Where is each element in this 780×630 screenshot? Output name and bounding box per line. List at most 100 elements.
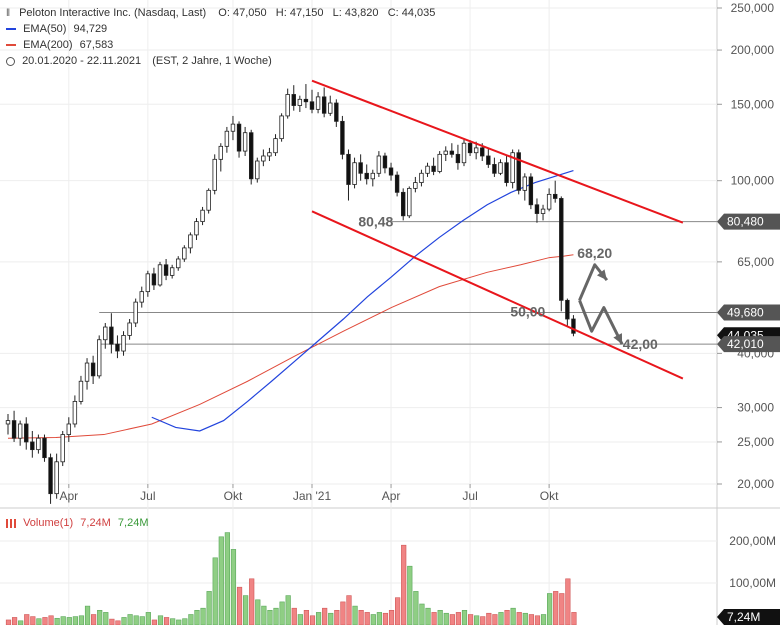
candle-body xyxy=(334,102,339,122)
volume-bar xyxy=(224,532,230,626)
volume-bar xyxy=(84,605,91,626)
candle-body xyxy=(407,187,412,217)
volume-bar xyxy=(346,595,352,626)
volume-tick-label: 200,00M xyxy=(729,534,776,548)
x-tick-label: Apr xyxy=(382,489,401,503)
candle-body xyxy=(17,423,23,439)
candle-body xyxy=(565,299,570,320)
candle-body xyxy=(133,301,138,324)
volume-bar xyxy=(249,578,255,626)
volume-bar xyxy=(176,619,182,626)
scenario-arrow-up xyxy=(578,263,609,301)
volume-bar xyxy=(443,612,449,626)
volume-bar xyxy=(352,605,358,626)
volume-bar xyxy=(72,616,78,626)
x-tick-label: Okt xyxy=(224,489,243,503)
volume-bar xyxy=(486,612,492,626)
candle-body xyxy=(358,162,363,174)
candle-body xyxy=(553,193,558,199)
ema50-swatch xyxy=(6,28,16,31)
candle-body xyxy=(413,182,418,189)
candle-body xyxy=(291,94,296,106)
candle-body xyxy=(388,167,394,176)
volume-bar xyxy=(236,586,243,626)
y-tick-label: 30,000 xyxy=(737,401,774,415)
candle-body xyxy=(200,209,205,222)
legend-instrument: ǁ Peloton Interactive Inc. (Nasdaq, Last… xyxy=(6,6,435,21)
volume-bar xyxy=(388,609,395,626)
bar-chart-icon xyxy=(6,518,16,528)
volume-bar xyxy=(553,591,559,626)
volume-bar xyxy=(303,609,310,626)
candle-body xyxy=(54,461,59,495)
channel-lower-line xyxy=(311,210,684,380)
volume-bar xyxy=(492,614,498,626)
volume-bar xyxy=(11,617,18,626)
legend-ema50: EMA(50) 94,729 xyxy=(6,22,107,36)
candle-body xyxy=(157,264,163,286)
candle-body xyxy=(522,176,527,191)
level-label: 80,48 xyxy=(358,214,393,230)
candle-body xyxy=(328,102,333,114)
candle-body xyxy=(163,264,169,276)
volume-bar xyxy=(395,597,401,626)
volume-bar xyxy=(273,607,279,626)
volume-bar xyxy=(540,614,547,626)
volume-bar xyxy=(255,599,261,626)
volume-bar xyxy=(115,620,121,626)
candle-body xyxy=(72,401,78,425)
ema200-value: 67,583 xyxy=(79,39,114,51)
candle-body xyxy=(24,423,29,443)
candle-body xyxy=(145,273,151,293)
volume-bar xyxy=(461,609,468,626)
volume-bar xyxy=(370,614,376,626)
ema50-line xyxy=(151,170,574,432)
volume-bar xyxy=(230,549,237,626)
volume-current-tag-bg xyxy=(717,609,780,625)
candle-body xyxy=(382,155,388,169)
volume-bar xyxy=(200,607,206,626)
volume-bar xyxy=(36,618,42,626)
volume-bar xyxy=(449,614,455,626)
volume-bar xyxy=(18,620,24,626)
volume-value-green: 7,24M xyxy=(117,517,149,529)
candle-body xyxy=(437,153,442,172)
volume-bar xyxy=(66,617,72,626)
volume-bar xyxy=(425,607,431,626)
candle-body xyxy=(498,162,503,174)
candle-body xyxy=(443,150,448,155)
y-tick-label: 200,000 xyxy=(731,43,775,57)
candle-body xyxy=(60,434,65,463)
candle-body xyxy=(78,380,84,402)
scenario-arrow-down xyxy=(578,299,624,345)
candle-body xyxy=(546,193,552,210)
candle-body xyxy=(370,172,375,180)
volume-bar xyxy=(522,612,528,626)
volume-bar xyxy=(170,618,176,626)
level-price-tag-text: 42,010 xyxy=(727,337,764,351)
volume-bar xyxy=(60,616,66,626)
level-price-tag-bg xyxy=(717,213,780,230)
volume-bar xyxy=(437,609,443,626)
volume-bar xyxy=(91,614,97,626)
x-tick-label: Jul xyxy=(462,489,477,503)
candle-body xyxy=(66,423,71,435)
volume-bar xyxy=(431,612,437,626)
candle-body xyxy=(455,153,461,164)
candle-body xyxy=(121,335,126,352)
volume-bar xyxy=(474,615,480,626)
volume-bar xyxy=(401,544,407,626)
candle-body xyxy=(419,172,424,183)
candle-body xyxy=(480,147,485,157)
candle-body xyxy=(559,198,564,301)
candle-body xyxy=(242,132,248,152)
candle-body xyxy=(182,247,187,260)
volume-bar xyxy=(547,593,553,626)
channel-upper-line xyxy=(311,79,684,224)
candle-body xyxy=(169,267,175,276)
volume-bar xyxy=(267,609,273,626)
candle-body xyxy=(534,204,540,214)
volume-bar xyxy=(24,614,30,626)
